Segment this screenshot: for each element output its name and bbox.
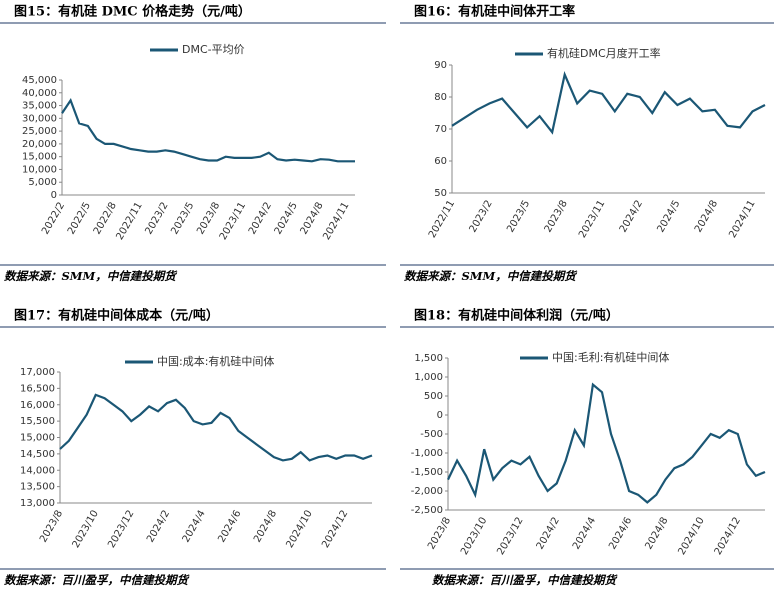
y-tick-label: -500: [420, 429, 443, 440]
y-tick-label: 15,000: [22, 152, 57, 163]
y-tick-label: 14,500: [20, 449, 55, 460]
x-tick-label: 2024/6: [216, 509, 243, 545]
data-line: [61, 98, 355, 163]
x-tick-label: 2024/4: [181, 509, 208, 545]
x-tick-label: 2024/12: [320, 509, 350, 550]
y-tick-label: 60: [434, 156, 447, 167]
y-tick-label: 40,000: [22, 88, 57, 99]
y-tick-label: 5,000: [28, 177, 57, 188]
y-tick-label: 17,000: [20, 367, 55, 378]
x-tick-label: 2024/4: [571, 516, 598, 552]
x-tick-label: 2024/10: [676, 516, 706, 557]
y-tick-label: 15,500: [20, 416, 55, 427]
x-tick-label: 2023/2: [468, 199, 495, 235]
x-tick-label: 2024/11: [727, 199, 757, 240]
y-tick-label: 25,000: [22, 126, 57, 137]
y-tick-label: 500: [424, 391, 443, 402]
source: 数据来源：百川盈孚，中信建投期货: [4, 573, 190, 587]
y-tick-label: 45,000: [22, 75, 57, 86]
x-tick-label: 2023/12: [106, 509, 136, 550]
y-tick-label: 13,500: [20, 482, 55, 493]
y-tick-label: 90: [434, 60, 447, 71]
x-tick-label: 2023/8: [38, 509, 65, 545]
y-tick-label: 0: [51, 190, 57, 201]
legend-label: 中国:毛利:有机硅中间体: [552, 350, 669, 364]
y-tick-label: -1,000: [411, 448, 443, 459]
y-tick-label: 10,000: [22, 164, 57, 175]
x-tick-label: 2024/6: [607, 516, 634, 552]
x-tick-label: 2023/11: [218, 201, 248, 242]
y-tick-label: 0: [437, 410, 443, 421]
x-tick-label: 2023/2: [143, 201, 170, 237]
x-tick-label: 2024/2: [535, 516, 562, 552]
y-tick-label: 1,000: [414, 372, 443, 383]
y-tick-label: -1,500: [411, 467, 443, 478]
y-tick-label: 16,000: [20, 400, 55, 411]
chart-title: 图15：有机硅 DMC 价格走势（元/吨）: [14, 4, 251, 20]
legend-label: 有机硅DMC月度开工率: [547, 46, 661, 60]
y-tick-label: 16,500: [20, 383, 55, 394]
y-tick-label: 1,500: [414, 353, 443, 364]
x-tick-label: 2023/8: [543, 199, 570, 235]
x-tick-label: 2022/11: [114, 201, 144, 242]
x-tick-label: 2024/5: [273, 201, 300, 237]
x-tick-label: 2023/8: [195, 201, 222, 237]
y-tick-label: 20,000: [22, 139, 57, 150]
x-tick-label: 2022/5: [66, 201, 93, 237]
x-tick-label: 2023/5: [169, 201, 196, 237]
y-tick-label: 13,000: [20, 498, 55, 509]
x-tick-label: 2022/8: [92, 201, 119, 237]
x-tick-label: 2022/2: [40, 201, 67, 237]
x-tick-label: 2023/8: [426, 516, 453, 552]
x-tick-label: 2023/5: [505, 199, 532, 235]
source: 数据来源：SMM，中信建投期货: [4, 269, 178, 283]
x-tick-label: 2023/10: [71, 509, 101, 550]
source: 数据来源：SMM，中信建投期货: [404, 269, 578, 283]
legend-label: DMC-平均价: [182, 43, 245, 56]
x-tick-label: 2024/2: [145, 509, 172, 545]
y-tick-label: 80: [434, 92, 447, 103]
y-tick-label: 35,000: [22, 101, 57, 112]
x-tick-label: 2024/8: [299, 201, 326, 237]
x-tick-label: 2024/5: [655, 199, 682, 235]
y-tick-label: 15,000: [20, 433, 55, 444]
x-tick-label: 2024/8: [252, 509, 279, 545]
data-line: [447, 382, 766, 504]
x-tick-label: 2024/8: [693, 199, 720, 235]
x-tick-label: 2024/12: [713, 516, 743, 557]
chart-title: 图17：有机硅中间体成本（元/吨）: [14, 308, 219, 324]
x-tick-label: 2024/11: [321, 201, 351, 242]
x-tick-label: 2023/12: [495, 516, 525, 557]
x-tick-label: 2024/10: [284, 509, 314, 550]
legend-label: 中国:成本:有机硅中间体: [157, 354, 274, 368]
source: 数据来源：百川盈孚，中信建投期货: [432, 573, 618, 587]
data-line: [451, 71, 766, 135]
x-tick-label: 2023/11: [577, 199, 607, 240]
y-tick-label: -2,500: [411, 505, 443, 516]
x-tick-label: 2024/2: [618, 199, 645, 235]
y-tick-label: 30,000: [22, 113, 57, 124]
x-tick-label: 2024/2: [247, 201, 274, 237]
y-tick-label: -2,000: [411, 486, 443, 497]
data-line: [59, 393, 373, 462]
y-tick-label: 70: [434, 124, 447, 135]
y-tick-label: 14,000: [20, 465, 55, 476]
x-tick-label: 2022/11: [427, 199, 457, 240]
x-tick-label: 2024/8: [643, 516, 670, 552]
chart-title: 图16：有机硅中间体开工率: [414, 4, 575, 20]
x-tick-label: 2023/10: [459, 516, 489, 557]
chart-title: 图18：有机硅中间体利润（元/吨）: [414, 308, 619, 324]
y-tick-label: 50: [434, 188, 447, 199]
